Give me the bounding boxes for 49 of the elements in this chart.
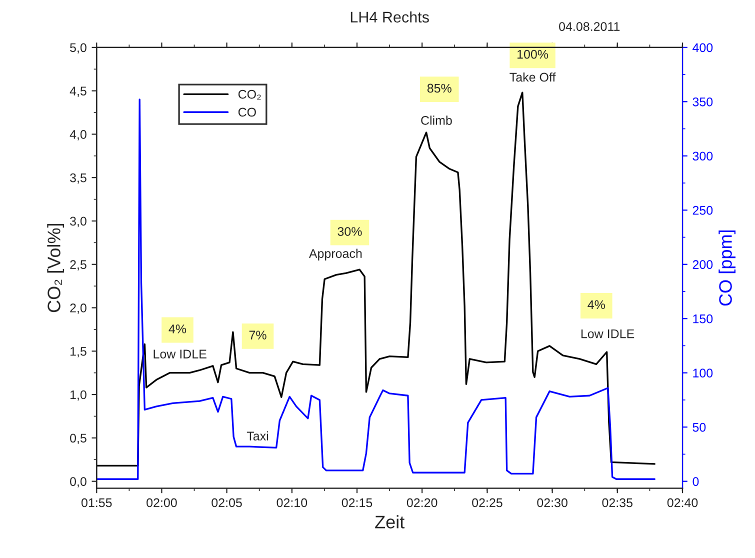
y2-tick-label: 100 bbox=[693, 368, 713, 378]
annotation: Low IDLE bbox=[154, 350, 206, 358]
legend-label: CO₂ bbox=[238, 90, 261, 100]
x-tick-label: 02:10 bbox=[276, 498, 308, 508]
annotation: Approach bbox=[308, 248, 362, 260]
annotation: Taxi bbox=[246, 431, 268, 440]
x-tick-label: 02:05 bbox=[212, 498, 242, 508]
y-tick-label: 2,0 bbox=[70, 304, 86, 314]
annotation: 85% bbox=[427, 84, 452, 93]
annotation: 30% bbox=[338, 227, 362, 236]
x-tick-label: 02:25 bbox=[472, 498, 502, 508]
y-tick-label: 4,0 bbox=[70, 130, 86, 140]
x-tick-label: 02:35 bbox=[602, 498, 632, 508]
annotation: Climb bbox=[421, 116, 452, 125]
y-tick-label: 0,0 bbox=[70, 477, 86, 488]
annotation: Low IDLE bbox=[581, 329, 634, 338]
y-tick-label: 3,0 bbox=[70, 216, 86, 228]
x-axis-title: Zeit bbox=[375, 515, 404, 528]
y-tick-label: 4,5 bbox=[70, 86, 86, 97]
y-tick-label: 1,5 bbox=[70, 347, 86, 358]
x-tick-label: 01:55 bbox=[81, 498, 112, 508]
annotation: 7% bbox=[249, 330, 266, 340]
annotation: 4% bbox=[168, 324, 186, 334]
y2-tick-label: 150 bbox=[693, 314, 713, 324]
annotation: 100% bbox=[518, 50, 548, 59]
annotation: Take Off bbox=[510, 72, 556, 82]
y-tick-label: 5,0 bbox=[70, 43, 86, 54]
y2-axis-title: CO [ppm] bbox=[718, 230, 736, 306]
x-tick-label: 02:40 bbox=[667, 498, 698, 508]
y2-tick-label: 400 bbox=[692, 43, 713, 52]
y2-tick-label: 350 bbox=[692, 97, 713, 106]
annotation: 4% bbox=[588, 300, 605, 310]
y2-tick-label: 50 bbox=[692, 422, 706, 432]
y2-tick-label: 250 bbox=[692, 206, 713, 215]
y2-tick-label: 300 bbox=[692, 152, 713, 161]
y2-tick-label: 0 bbox=[692, 477, 699, 486]
y-tick-label: 1,0 bbox=[70, 390, 86, 401]
x-tick-label: 02:00 bbox=[146, 498, 177, 508]
x-tick-label: 02:30 bbox=[537, 498, 568, 508]
y-axis-title: CO₂ [Vol%] bbox=[47, 224, 64, 312]
x-tick-label: 02:15 bbox=[342, 498, 372, 508]
chart-title: LH4 Rechts bbox=[350, 11, 429, 23]
text: 04.08.2011 bbox=[559, 22, 620, 31]
legend-label: CO bbox=[238, 108, 256, 117]
y-tick-label: 3,5 bbox=[70, 173, 86, 184]
y2-tick-label: 200 bbox=[692, 260, 713, 270]
y-tick-label: 2,5 bbox=[70, 260, 86, 270]
y-tick-label: 0,5 bbox=[70, 434, 86, 444]
x-tick-label: 02:20 bbox=[406, 498, 438, 508]
